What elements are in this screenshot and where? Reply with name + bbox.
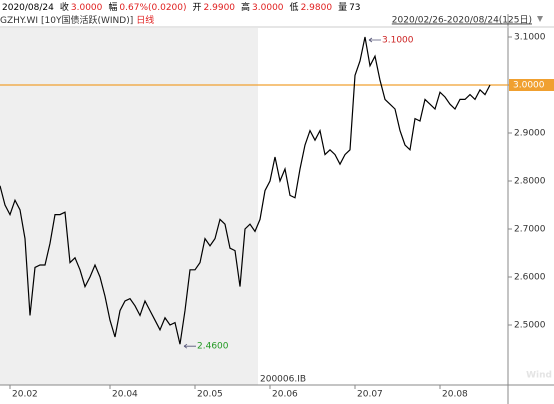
y-tick-label: 2.9000 — [514, 129, 546, 139]
y-tick-label: 3.1000 — [514, 33, 546, 43]
security-code: GZHY.WI — [0, 16, 38, 26]
period: 日线 — [136, 14, 154, 26]
header-value: 2.9800 — [301, 3, 333, 13]
annotation-arrow — [183, 343, 196, 349]
x-tick-label: 20.02 — [12, 390, 38, 400]
header-date: 2020/08/24 — [2, 3, 54, 13]
security-name: [10Y国债活跃(WIND)] — [41, 14, 133, 26]
reference-label-box — [509, 79, 554, 91]
annotation-label: 3.1000 — [382, 36, 414, 46]
header-value: 73 — [349, 3, 360, 13]
y-tick-label: 2.5000 — [514, 321, 546, 331]
dropdown-arrow[interactable] — [537, 16, 543, 22]
header-value: 3.0000 — [252, 3, 284, 13]
y-tick-label: 2.7000 — [514, 225, 546, 235]
y-tick-label: 2.8000 — [514, 177, 546, 187]
header-label: 低 — [290, 1, 299, 13]
header-label: 幅 — [108, 1, 117, 13]
header-value: 3.0000 — [71, 3, 103, 13]
x-tick-label: 20.07 — [357, 390, 383, 400]
footer-code: 200006.IB — [260, 375, 306, 385]
header-value: 2.9900 — [204, 3, 236, 13]
header-security: GZHY.WI [10Y国债活跃(WIND)] 日线 — [0, 14, 154, 26]
annotation-label: 2.4600 — [197, 342, 229, 352]
watermark: Wind — [526, 371, 552, 381]
x-tick-label: 20.06 — [272, 390, 298, 400]
header-value: 0.67%(0.0200) — [119, 3, 186, 13]
date-range: 2020/02/26-2020/08/24(125日) — [392, 15, 532, 26]
annotation-arrow — [368, 37, 381, 43]
header-label: 收 — [60, 1, 69, 13]
header-label: 量 — [338, 2, 347, 13]
x-tick-label: 20.08 — [442, 390, 468, 400]
header-label: 高 — [241, 1, 250, 13]
header-quote: 2020/08/24 收 3.0000 幅 0.67%(0.0200) 开 2.9900 高 3… — [2, 1, 361, 13]
y-tick-label: 2.6000 — [514, 273, 546, 283]
price-line — [0, 36, 491, 345]
shaded-region — [0, 28, 258, 385]
reference-label: 3.0000 — [513, 81, 545, 91]
x-tick-label: 20.05 — [197, 390, 223, 400]
x-tick-label: 20.04 — [112, 390, 138, 400]
header-label: 开 — [193, 2, 202, 13]
